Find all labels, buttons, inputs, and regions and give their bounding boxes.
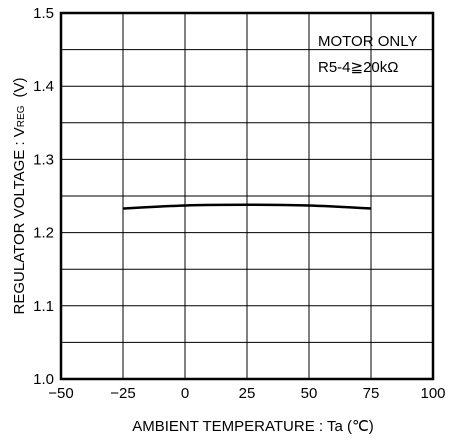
y-axis-label-main: REGULATOR VOLTAGE : V xyxy=(11,127,28,314)
x-tick-label: 50 xyxy=(301,385,318,402)
grid xyxy=(61,13,433,379)
y-tick-label: 1.0 xyxy=(33,371,54,388)
x-tick-labels: −50 −25 0 25 50 75 100 xyxy=(48,385,445,402)
series-layer xyxy=(122,203,372,210)
x-tick-label: 0 xyxy=(181,385,189,402)
y-tick-labels: 1.0 1.1 1.2 1.3 1.4 1.5 xyxy=(33,5,54,388)
x-tick-label: −25 xyxy=(110,385,135,402)
y-axis-label-unit: (V) xyxy=(11,78,28,98)
plot-frame xyxy=(59,11,435,381)
x-axis-label: AMBIENT TEMPERATURE : Ta (℃) xyxy=(132,418,374,435)
y-tick-label: 1.3 xyxy=(33,151,54,168)
y-axis-label-subscript: REG xyxy=(16,105,27,127)
x-tick-label: 25 xyxy=(239,385,256,402)
annotation-line-2: R5-4≧20kΩ xyxy=(318,59,398,76)
y-tick-label: 1.2 xyxy=(33,225,54,242)
y-tick-label: 1.4 xyxy=(33,78,54,95)
x-tick-label: −50 xyxy=(48,385,73,402)
y-tick-label: 1.1 xyxy=(33,298,54,315)
annotation-line-1: MOTOR ONLY xyxy=(318,33,417,50)
x-tick-label: 100 xyxy=(420,385,445,402)
y-tick-label: 1.5 xyxy=(33,5,54,22)
y-axis-label: REGULATOR VOLTAGE : VREG (V) xyxy=(11,78,28,315)
x-tick-label: 75 xyxy=(363,385,380,402)
series-line xyxy=(122,203,372,210)
